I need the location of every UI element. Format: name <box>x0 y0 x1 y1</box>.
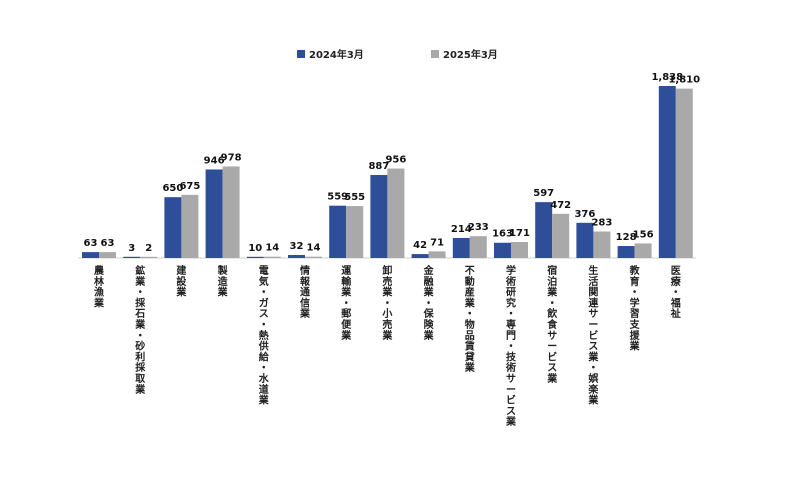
bar-2025-8 <box>428 251 446 258</box>
bar-2024-8 <box>411 254 429 258</box>
bar-2024-13 <box>617 246 635 258</box>
value-label-2024-6: 559 <box>327 192 348 203</box>
legend-label-2024: 2024年3月 <box>309 48 364 61</box>
legend-swatch-2025 <box>431 50 439 58</box>
bar-2024-3 <box>205 169 223 258</box>
value-label-2024-1: 3 <box>128 243 135 254</box>
bar-2025-10 <box>511 241 528 258</box>
bar-2024-10 <box>494 242 511 258</box>
bar-2024-2 <box>164 197 182 258</box>
category-label-4: 電気・ガス・熱供給・水道業 <box>258 265 270 407</box>
value-label-2024-3: 946 <box>204 155 225 166</box>
value-label-2025-9: 233 <box>468 222 489 233</box>
value-label-2025-2: 675 <box>179 181 200 192</box>
bar-2025-9 <box>469 236 487 258</box>
value-label-2024-13: 128 <box>616 232 637 243</box>
bar-2025-0 <box>99 252 116 258</box>
bar-2025-6 <box>346 206 364 258</box>
bar-2025-12 <box>593 231 611 258</box>
value-label-2025-6: 555 <box>344 192 365 203</box>
value-label-2025-4: 14 <box>265 243 279 254</box>
legend-label-2025: 2025年3月 <box>443 48 498 61</box>
category-label-11: 宿泊業・飲食サービス業 <box>546 264 558 385</box>
bar-2024-6 <box>329 205 347 258</box>
value-label-2024-0: 63 <box>84 238 98 249</box>
bar-2024-9 <box>452 237 470 258</box>
category-label-3: 製造業 <box>217 264 229 299</box>
bar-2025-1 <box>140 256 158 258</box>
category-label-5: 情報通信業 <box>299 264 311 320</box>
value-label-2025-11: 472 <box>550 200 571 211</box>
category-label-9: 不動産業・物品賃貸業 <box>464 265 476 374</box>
category-label-1: 鉱業・採石業・砂利採取業 <box>134 264 146 396</box>
value-label-2025-10: 171 <box>509 228 530 239</box>
category-label-7: 卸売業・小売業 <box>381 264 393 342</box>
bars <box>82 86 693 258</box>
legend-swatch-2024 <box>297 50 305 58</box>
bar-2024-14 <box>658 86 676 258</box>
value-label-2024-14: 1,838 <box>651 72 683 83</box>
bar-2025-2 <box>181 194 199 258</box>
category-label-14: 医療・福祉 <box>670 265 681 320</box>
bar-2025-11 <box>552 213 570 258</box>
category-label-10: 学術研究・専門・技術サービス業 <box>505 264 517 428</box>
bar-2025-14 <box>675 88 693 258</box>
value-label-2024-5: 32 <box>290 241 304 252</box>
category-label-6: 運輸業・郵便業 <box>340 265 352 342</box>
value-label-2025-1: 2 <box>145 243 152 254</box>
bar-2025-3 <box>222 166 240 258</box>
value-label-2025-14: 1,810 <box>668 75 700 86</box>
category-label-8: 金融業・保険業 <box>423 264 435 342</box>
value-label-2024-4: 10 <box>248 243 262 254</box>
category-label-12: 生活関連サービス業・娯楽業 <box>587 264 599 407</box>
bar-2024-0 <box>82 252 99 258</box>
value-label-2025-0: 63 <box>101 238 115 249</box>
bar-2024-1 <box>123 256 141 258</box>
bar-2024-5 <box>288 255 305 258</box>
value-label-2025-8: 71 <box>430 237 444 248</box>
bar-2024-11 <box>535 202 553 258</box>
value-label-2025-12: 283 <box>591 218 612 229</box>
bar-2025-5 <box>305 256 322 258</box>
category-labels: 農林漁業 鉱業・採石業・砂利採取業 建設業 製造業 電気・ガス・熱供給・水道業 情報通信業… <box>93 264 681 428</box>
category-label-2: 建設業 <box>175 264 187 299</box>
bar-2025-7 <box>387 168 405 258</box>
value-label-2025-7: 956 <box>385 155 406 166</box>
value-label-2024-10: 163 <box>492 229 513 240</box>
bar-2024-7 <box>370 174 388 258</box>
bar-2024-4 <box>246 256 264 258</box>
value-label-2024-7: 887 <box>368 161 389 172</box>
value-label-2024-11: 597 <box>533 188 554 199</box>
value-label-2025-3: 978 <box>221 152 242 163</box>
bar-2025-4 <box>263 256 281 258</box>
value-label-2024-2: 650 <box>162 183 183 194</box>
category-label-13: 教育・学習支援業 <box>629 264 641 353</box>
bar-2025-13 <box>634 243 652 258</box>
value-label-2025-5: 14 <box>307 243 321 254</box>
value-label-2024-9: 214 <box>451 224 472 235</box>
legend: 2024年3月 2025年3月 <box>297 48 498 61</box>
value-label-2024-8: 42 <box>413 240 427 251</box>
category-label-0: 農林漁業 <box>93 264 105 309</box>
bar-2024-12 <box>576 222 594 258</box>
value-label-2024-12: 376 <box>574 209 595 220</box>
value-label-2025-13: 156 <box>633 229 654 240</box>
